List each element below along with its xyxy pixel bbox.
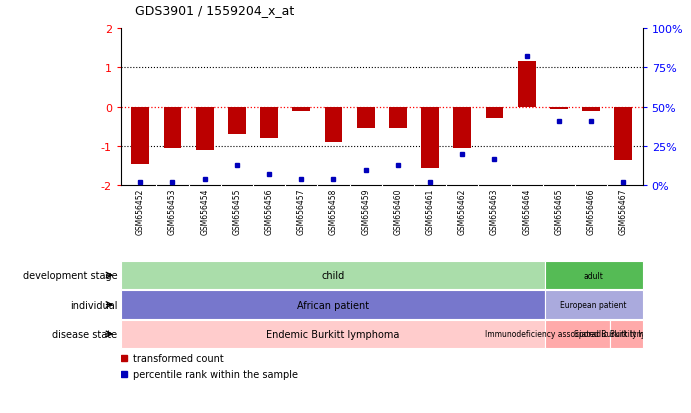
Text: transformed count: transformed count	[133, 353, 224, 363]
Text: Sporadic Burkitt lymphoma: Sporadic Burkitt lymphoma	[574, 330, 679, 339]
Bar	[164, 107, 181, 149]
Text: individual: individual	[70, 300, 117, 310]
Text: disease state: disease state	[53, 329, 117, 339]
Bar	[545, 291, 643, 319]
Bar	[486, 107, 503, 119]
Bar	[121, 291, 545, 319]
Bar	[583, 107, 600, 111]
Text: child: child	[321, 271, 345, 280]
Bar	[422, 107, 439, 168]
Bar	[292, 107, 310, 111]
Text: adult: adult	[584, 271, 604, 280]
Text: GSM656458: GSM656458	[329, 188, 338, 234]
Text: GSM656466: GSM656466	[587, 188, 596, 235]
Text: European patient: European patient	[560, 300, 627, 309]
Bar	[550, 107, 568, 109]
Text: GSM656452: GSM656452	[135, 188, 144, 234]
Text: GDS3901 / 1559204_x_at: GDS3901 / 1559204_x_at	[135, 4, 294, 17]
Text: GSM656465: GSM656465	[554, 188, 563, 235]
Text: percentile rank within the sample: percentile rank within the sample	[133, 369, 299, 379]
Bar	[261, 107, 278, 139]
Text: GSM656464: GSM656464	[522, 188, 531, 235]
Text: Immunodeficiency associated Burkitt lymphoma: Immunodeficiency associated Burkitt lymp…	[484, 330, 670, 339]
Bar	[614, 107, 632, 160]
Bar	[121, 261, 545, 290]
Text: GSM656463: GSM656463	[490, 188, 499, 235]
Text: GSM656462: GSM656462	[458, 188, 467, 234]
Bar	[196, 107, 214, 150]
Bar	[545, 320, 610, 348]
Bar	[518, 62, 536, 107]
Bar	[545, 261, 643, 290]
Text: GSM656461: GSM656461	[426, 188, 435, 234]
Text: GSM656456: GSM656456	[265, 188, 274, 235]
Text: GSM656460: GSM656460	[393, 188, 402, 235]
Bar	[610, 320, 643, 348]
Text: development stage: development stage	[23, 271, 117, 280]
Text: GSM656467: GSM656467	[619, 188, 628, 235]
Bar	[389, 107, 407, 129]
Bar	[453, 107, 471, 149]
Text: GSM656454: GSM656454	[200, 188, 209, 235]
Bar	[131, 107, 149, 164]
Text: GSM656453: GSM656453	[168, 188, 177, 235]
Bar	[325, 107, 342, 142]
Bar	[357, 107, 375, 129]
Bar	[121, 320, 545, 348]
Text: GSM656455: GSM656455	[232, 188, 241, 235]
Text: African patient: African patient	[297, 300, 369, 310]
Bar	[228, 107, 246, 135]
Text: GSM656457: GSM656457	[296, 188, 305, 235]
Text: Endemic Burkitt lymphoma: Endemic Burkitt lymphoma	[266, 329, 399, 339]
Text: GSM656459: GSM656459	[361, 188, 370, 235]
